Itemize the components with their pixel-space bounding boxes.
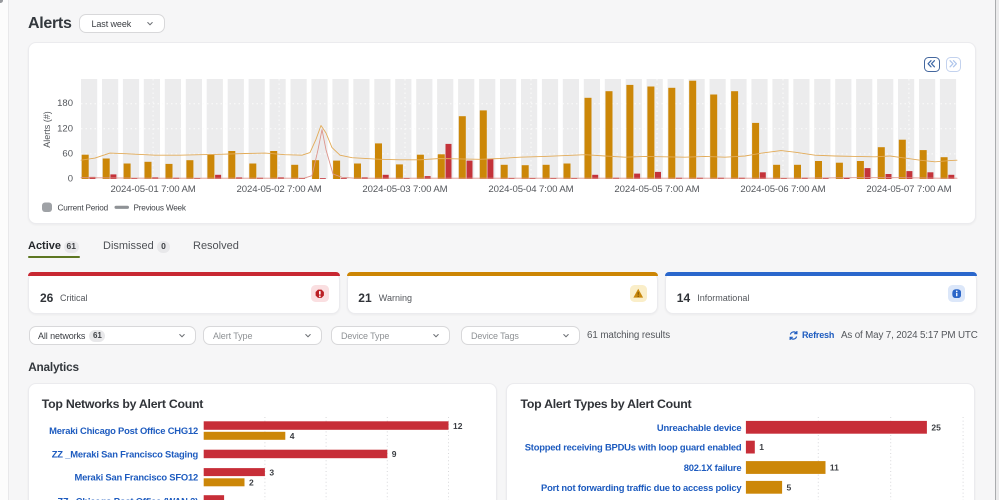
svg-text:802.1X failure: 802.1X failure (684, 462, 742, 473)
svg-text:2024-05-06 7:00 AM: 2024-05-06 7:00 AM (740, 184, 825, 195)
svg-text:9: 9 (392, 449, 397, 459)
svg-text:ZZ _Meraki San Francisco Stagi: ZZ _Meraki San Francisco Staging (52, 449, 199, 460)
svg-text:2024-05-05 7:00 AM: 2024-05-05 7:00 AM (614, 184, 699, 195)
svg-text:2024-05-02 7:00 AM: 2024-05-02 7:00 AM (237, 184, 322, 195)
svg-text:2024-05-07 7:00 AM: 2024-05-07 7:00 AM (866, 184, 951, 195)
svg-text:Meraki San Francisco SFO12: Meraki San Francisco SFO12 (74, 472, 198, 483)
svg-text:5: 5 (787, 482, 792, 492)
svg-text:Current Period: Current Period (58, 203, 109, 212)
svg-text:25: 25 (931, 422, 941, 432)
svg-text:Meraki Chicago Post Office CHG: Meraki Chicago Post Office CHG12 (49, 425, 198, 436)
svg-text:12: 12 (453, 421, 463, 431)
svg-text:3: 3 (269, 467, 274, 477)
svg-text:Previous Week: Previous Week (134, 203, 187, 212)
svg-text:180: 180 (57, 98, 73, 109)
svg-text:Alerts (#): Alerts (#) (42, 111, 52, 148)
svg-text:2024-05-03 7:00 AM: 2024-05-03 7:00 AM (362, 184, 447, 195)
svg-text:ZZ _Chicago Post Office (WAN 2: ZZ _Chicago Post Office (WAN 2) (57, 495, 198, 500)
svg-text:2: 2 (249, 478, 254, 488)
svg-text:120: 120 (57, 123, 73, 134)
svg-text:1: 1 (759, 442, 764, 452)
svg-text:Stopped receiving BPDUs with l: Stopped receiving BPDUs with loop guard … (525, 442, 742, 453)
svg-text:60: 60 (62, 148, 73, 159)
svg-text:11: 11 (830, 463, 839, 473)
svg-text:4: 4 (290, 431, 295, 441)
svg-text:2024-05-01 7:00 AM: 2024-05-01 7:00 AM (111, 184, 196, 195)
svg-text:Port not forwarding traffic du: Port not forwarding traffic due to acces… (541, 482, 742, 493)
svg-text:0: 0 (68, 174, 73, 185)
svg-text:2024-05-04 7:00 AM: 2024-05-04 7:00 AM (488, 184, 573, 195)
svg-text:Unreachable device: Unreachable device (657, 422, 741, 433)
